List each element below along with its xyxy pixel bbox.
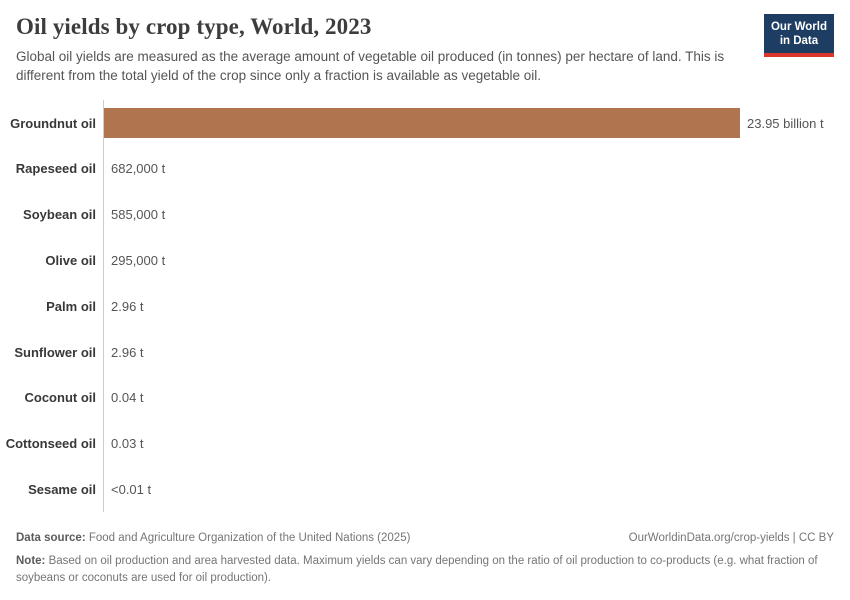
- bar-row-palm: Palm oil 2.96 t: [16, 283, 834, 330]
- page-subtitle: Global oil yields are measured as the av…: [16, 49, 725, 83]
- category-label: Groundnut oil: [10, 115, 96, 131]
- owid-url-link[interactable]: OurWorldinData.org/crop-yields | CC BY: [628, 532, 834, 545]
- data-source-label: Data source:: [16, 532, 86, 545]
- category-label: Sunflower oil: [14, 344, 96, 360]
- plot-row: 0.04 t: [103, 374, 834, 421]
- bar-row-rapeseed: Rapeseed oil 682,000 t: [16, 146, 834, 192]
- category-label: Rapeseed oil: [15, 161, 96, 177]
- header-text-block: Oil yields by crop type, World, 2023 Glo…: [16, 14, 764, 85]
- value-label: 585,000 t: [111, 207, 166, 223]
- plot-row: 2.96 t: [103, 283, 834, 330]
- bar-chart: Groundnut oil 23.95 billion t Rapeseed o…: [5, 100, 834, 513]
- value-label: 682,000 t: [111, 161, 166, 177]
- data-source-line: Data source: Food and Agriculture Organi…: [16, 530, 410, 547]
- value-label: <0.01 t: [111, 481, 152, 497]
- owid-logo[interactable]: Our World in Data: [763, 14, 834, 57]
- value-label: 0.03 t: [111, 436, 144, 452]
- value-label: 2.96 t: [111, 298, 144, 314]
- footer-link-line: OurWorldinData.org/crop-yields | CC BY: [629, 530, 834, 547]
- category-label: Cottonseed oil: [5, 436, 96, 452]
- category-label: Olive oil: [45, 252, 96, 268]
- bar-row-cottonseed: Cottonseed oil 0.03 t: [5, 420, 834, 467]
- bar-row-sesame: Sesame oil <0.01 t: [16, 466, 834, 513]
- bar-row-olive: Olive oil 295,000 t: [16, 237, 834, 284]
- value-label: 2.96 t: [111, 344, 144, 360]
- category-label: Soybean oil: [23, 207, 96, 223]
- category-label: Coconut oil: [24, 390, 97, 406]
- header: Oil yields by crop type, World, 2023 Glo…: [16, 14, 834, 85]
- value-label: 0.04 t: [111, 390, 144, 406]
- plot-row: 0.03 t: [103, 420, 834, 467]
- footer-note: Note: Based on oil production and area h…: [16, 553, 834, 586]
- page-title: Oil yields by crop type, World, 2023: [16, 14, 372, 39]
- value-label: 23.95 billion t: [747, 115, 824, 131]
- footer: Data source: Food and Agriculture Organi…: [16, 530, 834, 586]
- bar-row-soybean: Soybean oil 585,000 t: [16, 191, 834, 238]
- category-label: Sesame oil: [28, 481, 96, 497]
- plot-row: 585,000 t: [103, 191, 834, 238]
- plot-row: <0.01 t: [103, 466, 834, 513]
- plot-row: 295,000 t: [103, 237, 834, 284]
- note-label: Note:: [16, 554, 46, 567]
- plot-row: 2.96 t: [103, 329, 834, 375]
- category-label: Palm oil: [46, 298, 96, 314]
- owid-logo-line1: Our World: [770, 21, 827, 33]
- note-text: Based on oil production and area harvest…: [16, 554, 818, 584]
- plot-row: 23.95 billion t: [103, 100, 834, 147]
- bar-row-coconut: Coconut oil 0.04 t: [16, 374, 834, 421]
- data-source-text: Food and Agriculture Organization of the…: [85, 532, 411, 545]
- plot-row: 682,000 t: [103, 146, 834, 192]
- bar-row-sunflower: Sunflower oil 2.96 t: [14, 329, 834, 375]
- value-label: 295,000 t: [111, 252, 166, 268]
- footer-source-row: Data source: Food and Agriculture Organi…: [16, 530, 834, 547]
- bar-groundnut[interactable]: [104, 108, 740, 139]
- bar-row-groundnut: Groundnut oil 23.95 billion t: [10, 100, 834, 147]
- owid-logo-line2: in Data: [779, 35, 819, 48]
